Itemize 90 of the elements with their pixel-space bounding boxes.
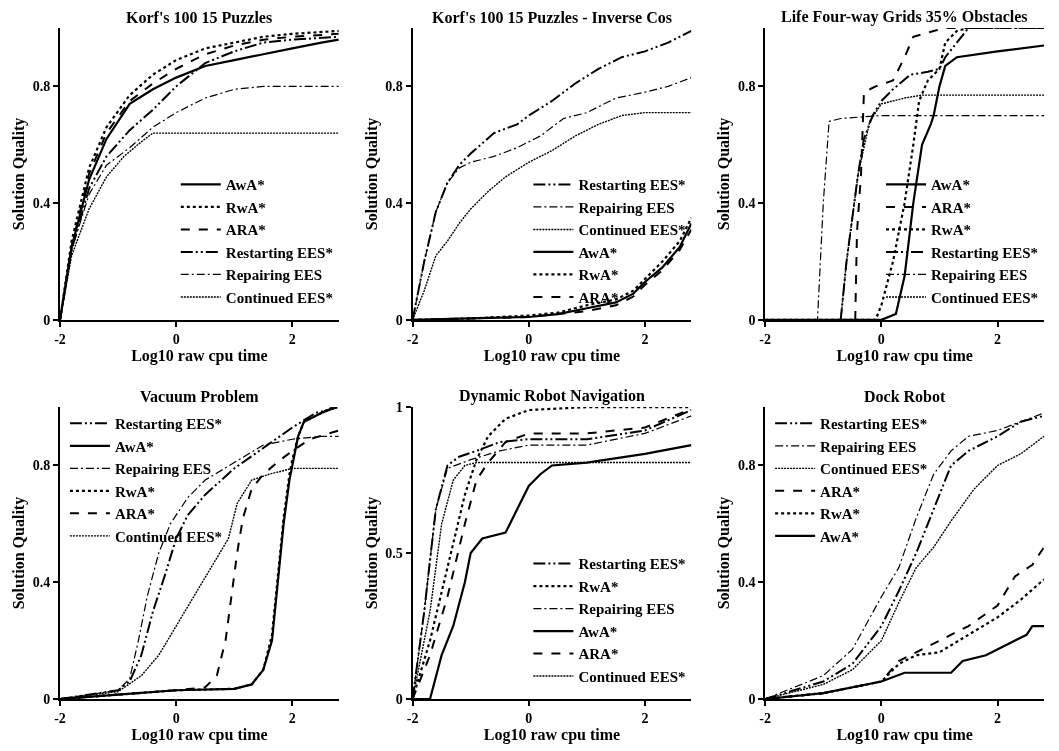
- x-tick-label: -2: [759, 710, 772, 726]
- legend-label: Continued EES*: [578, 222, 686, 239]
- x-tick-label: 0: [525, 710, 533, 726]
- x-axis-title: Log10 raw cpu time: [131, 725, 268, 744]
- x-tick-label: 2: [641, 331, 649, 347]
- legend-label: Repairing EES: [225, 267, 323, 284]
- legend-label: Restarting EES*: [578, 177, 686, 194]
- x-tick-label: 2: [288, 710, 296, 726]
- legend-label: AwA*: [114, 438, 154, 455]
- legend-label: Restarting EES*: [820, 416, 928, 433]
- y-tick-label: 0.5: [385, 545, 403, 561]
- legend-label: RwA*: [114, 483, 155, 500]
- legend-label: AwA*: [578, 623, 618, 640]
- legend-label: AwA*: [225, 177, 265, 194]
- legend-label: Repairing EES: [820, 438, 917, 455]
- legend-label: ARA*: [578, 646, 619, 663]
- y-tick-label: 0.8: [32, 79, 51, 95]
- legend-label: Repairing EES: [578, 199, 675, 216]
- y-tick-label: 0: [43, 691, 51, 707]
- y-axis-title: Solution Quality: [715, 496, 734, 610]
- y-axis-title: Solution Quality: [362, 496, 381, 610]
- chart-title: Dock Robot: [864, 388, 947, 405]
- legend-label: AwA*: [820, 528, 860, 545]
- y-tick-label: 0: [748, 691, 756, 707]
- legend-label: RwA*: [578, 267, 619, 284]
- x-axis-title: Log10 raw cpu time: [836, 725, 973, 744]
- x-tick-label: 0: [172, 710, 180, 726]
- legend-label: Continued EES*: [931, 289, 1039, 306]
- y-tick-label: 0.8: [32, 458, 51, 474]
- x-tick-label: -2: [759, 331, 772, 347]
- y-tick-label: 0: [43, 312, 51, 328]
- x-axis-title: Log10 raw cpu time: [483, 346, 621, 365]
- y-tick-label: 0.8: [385, 79, 403, 95]
- y-axis-title: Solution Quality: [362, 117, 381, 231]
- x-axis-title: Log10 raw cpu time: [836, 346, 973, 365]
- legend-label: Continued EES*: [578, 668, 686, 685]
- y-tick-label: 0.4: [737, 196, 756, 212]
- y-axis-title: Solution Quality: [10, 496, 29, 610]
- legend-label: ARA*: [114, 506, 155, 523]
- y-tick-label: 0.4: [385, 196, 403, 212]
- y-tick-label: 0: [395, 312, 403, 328]
- x-tick-label: -2: [406, 331, 419, 347]
- chart-title: Korf's 100 15 Puzzles - Inverse Cos: [432, 9, 672, 26]
- x-tick-label: 2: [641, 710, 649, 726]
- chart-title: Korf's 100 15 Puzzles: [126, 9, 273, 26]
- legend-label: ARA*: [225, 222, 266, 239]
- x-tick-label: 2: [994, 331, 1002, 347]
- legend-label: RwA*: [931, 222, 971, 239]
- x-tick-label: 0: [525, 331, 533, 347]
- x-tick-label: -2: [406, 710, 419, 726]
- legend-label: Repairing EES: [931, 267, 1028, 284]
- legend-label: Restarting EES*: [225, 244, 333, 261]
- x-tick-label: 0: [172, 331, 180, 347]
- y-tick-label: 1: [395, 400, 403, 416]
- y-tick-label: 0.4: [737, 575, 756, 591]
- y-tick-label: 0.8: [737, 79, 756, 95]
- legend-label: RwA*: [225, 199, 266, 216]
- legend-label: ARA*: [931, 199, 971, 216]
- legend-label: Continued EES*: [114, 528, 223, 545]
- x-tick-label: 0: [877, 331, 885, 347]
- x-tick-label: 0: [877, 710, 885, 726]
- legend-label: Restarting EES*: [114, 416, 223, 433]
- x-tick-label: 2: [994, 710, 1002, 726]
- y-tick-label: 0.8: [737, 458, 756, 474]
- y-tick-label: 0.4: [32, 575, 51, 591]
- legend-label: Restarting EES*: [578, 556, 686, 573]
- legend-label: ARA*: [820, 483, 861, 500]
- legend-label: Repairing EES: [114, 461, 212, 478]
- chart-title: Life Four-way Grids 35% Obstacles: [781, 8, 1028, 26]
- x-tick-label: 2: [288, 331, 296, 347]
- legend-label: AwA*: [578, 244, 618, 261]
- y-tick-label: 0: [395, 691, 403, 707]
- legend-label: RwA*: [820, 506, 861, 523]
- legend-label: Continued EES*: [820, 461, 928, 478]
- legend-label: ARA*: [578, 289, 619, 306]
- y-axis-title: Solution Quality: [715, 117, 734, 231]
- legend-label: AwA*: [931, 177, 970, 194]
- y-axis-title: Solution Quality: [10, 117, 29, 231]
- legend-label: Continued EES*: [225, 289, 333, 306]
- legend-label: RwA*: [578, 578, 619, 595]
- legend-label: Restarting EES*: [931, 244, 1039, 261]
- x-axis-title: Log10 raw cpu time: [483, 725, 621, 744]
- y-tick-label: 0: [748, 312, 756, 328]
- x-axis-title: Log10 raw cpu time: [131, 346, 268, 365]
- x-tick-label: -2: [54, 331, 66, 347]
- x-tick-label: -2: [54, 710, 66, 726]
- chart-title: Vacuum Problem: [140, 388, 260, 405]
- legend-label: Repairing EES: [578, 601, 675, 618]
- y-tick-label: 0.4: [32, 196, 51, 212]
- chart-title: Dynamic Robot Navigation: [459, 387, 645, 405]
